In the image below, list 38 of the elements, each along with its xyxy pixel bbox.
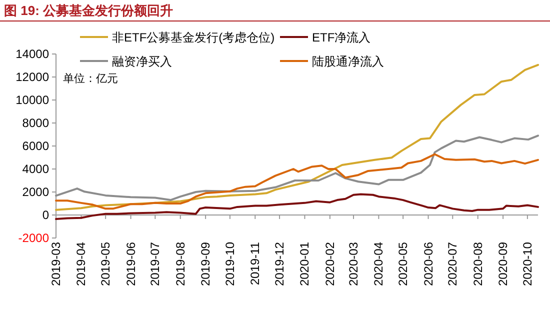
line-series	[55, 134, 539, 202]
x-tick-label: 2020-04	[372, 242, 386, 286]
y-tick-label: 2000	[22, 185, 50, 199]
x-tick-label: 2019-05	[98, 242, 113, 286]
annotation: 单位：亿元	[63, 72, 118, 85]
chart-title: 图 19: 公募基金发行份额回升	[4, 3, 174, 18]
x-tick-label: 2019-11	[248, 242, 262, 286]
line-series	[55, 193, 539, 220]
x-tick-label: 2019-10	[222, 242, 237, 286]
x-tick-label: 2020-06	[421, 242, 436, 286]
x-tick-label: 2019-07	[148, 242, 162, 286]
x-tick-label: 2020-08	[470, 242, 485, 286]
y-tick-label: 0	[42, 208, 50, 222]
x-tick-label: 2019-03	[49, 242, 63, 286]
y-tick-label: 4000	[22, 162, 50, 176]
y-tick-label: 8000	[22, 116, 50, 130]
y-tick-label: 12000	[16, 70, 50, 84]
x-tick-label: 2019-09	[198, 242, 213, 286]
x-tick-label: 2020-02	[322, 242, 337, 286]
y-tick-label: -2000	[18, 231, 50, 245]
x-tick-label: 2020-05	[396, 242, 410, 286]
y-tick-label: 6000	[22, 139, 50, 153]
x-tick-label: 2019-08	[173, 242, 188, 286]
x-tick-label: 2020-09	[496, 242, 510, 286]
legend-label: 融资净买入	[112, 54, 172, 68]
x-tick-label: 2019-12	[272, 242, 287, 286]
legend-label: 陆股通净流入	[312, 54, 384, 68]
legend-label: ETF净流入	[312, 30, 371, 44]
y-tick-label: 14000	[16, 47, 50, 61]
legend-label: 非ETF公募基金发行(考虑仓位)	[112, 30, 275, 44]
x-tick-label: 2020-10	[520, 242, 534, 286]
line-series	[55, 153, 539, 210]
x-tick-label: 2019-04	[74, 242, 88, 286]
x-tick-label: 2019-06	[124, 242, 138, 286]
y-tick-label: 10000	[16, 93, 50, 107]
x-tick-label: 2020-01	[298, 242, 312, 286]
x-tick-label: 2020-03	[346, 242, 360, 286]
x-tick-label: 2020-07	[446, 242, 460, 286]
